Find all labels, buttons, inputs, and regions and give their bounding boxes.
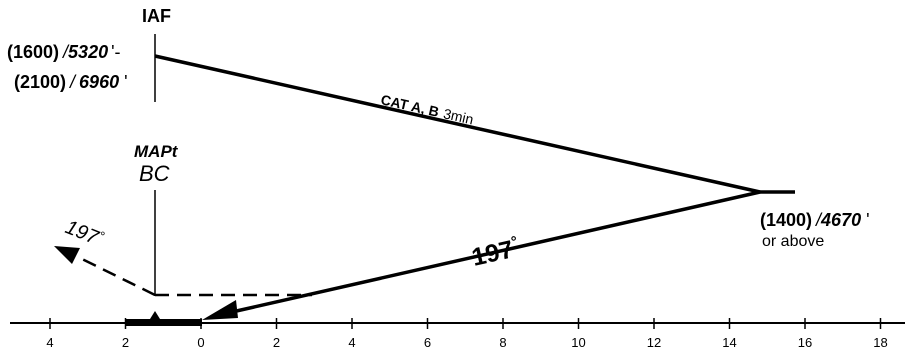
turn-alt-tick: '	[866, 210, 869, 230]
outbound-cat-text: CAT A, B	[379, 91, 440, 120]
turn-alt-feet: (1400)	[760, 210, 812, 230]
runway-bar	[126, 319, 202, 326]
scale-tick-label: 14	[722, 335, 736, 350]
scale-tick-label: 4	[46, 335, 53, 350]
scale-tick-label: 12	[647, 335, 661, 350]
outbound-leg-line	[154, 54, 761, 194]
turn-alt-meters: 4670	[820, 210, 861, 230]
mapt-name: BC	[139, 161, 170, 186]
iaf-label: IAF	[142, 6, 171, 26]
iaf-altitude-1: (1600)/5320 '-	[7, 42, 121, 62]
scale-tick-label: 16	[798, 335, 812, 350]
iaf-alt2-tick: '	[124, 72, 127, 92]
turn-alt-sep: /	[814, 210, 823, 230]
outbound-time-text: 3min	[442, 105, 475, 127]
iaf-alt1-tick: '-	[111, 42, 120, 62]
inbound-course-degree: °	[510, 233, 520, 251]
scale-tick-label: 2	[122, 335, 129, 350]
inbound-arrow-icon	[202, 300, 238, 320]
turn-altitude-note: or above	[762, 233, 824, 250]
inbound-course-label: 197°	[469, 233, 522, 272]
iaf-altitude-2: (2100)/6960 '	[14, 72, 128, 92]
missed-course-label: 197°	[62, 215, 106, 251]
mapt-title: MAPt	[134, 142, 179, 161]
inbound-course-value: 197	[469, 235, 516, 272]
distance-scale-ticks: 4 2 0 2 4 6 8 10 12 14 16 18	[46, 318, 888, 350]
outbound-category-label: CAT A, B3min	[379, 91, 475, 127]
inbound-leg-line	[231, 190, 761, 314]
scale-tick-label: 10	[571, 335, 585, 350]
iaf-alt2-meters: 6960	[79, 72, 119, 92]
iaf-alt1-feet: (1600)	[7, 42, 59, 62]
scale-tick-label: 8	[499, 335, 506, 350]
iaf-alt1-meters: 5320	[68, 42, 108, 62]
scale-tick-label: 4	[348, 335, 355, 350]
iaf-alt1-sep: /	[61, 42, 70, 62]
missed-course-degree: °	[96, 228, 106, 244]
missed-course-value: 197	[62, 216, 102, 249]
mapt-marker-icon	[150, 311, 160, 319]
turn-altitude: (1400)/4670 '	[760, 210, 870, 230]
scale-tick-label: 6	[424, 335, 431, 350]
iaf-alt2-feet: (2100)	[14, 72, 66, 92]
missed-approach-arrow-icon	[54, 246, 80, 264]
scale-tick-label: 0	[197, 335, 204, 350]
scale-tick-label: 2	[273, 335, 280, 350]
missed-approach-climb-line	[77, 255, 156, 297]
iaf-alt2-sep: /	[68, 72, 77, 92]
scale-tick-label: 18	[873, 335, 887, 350]
